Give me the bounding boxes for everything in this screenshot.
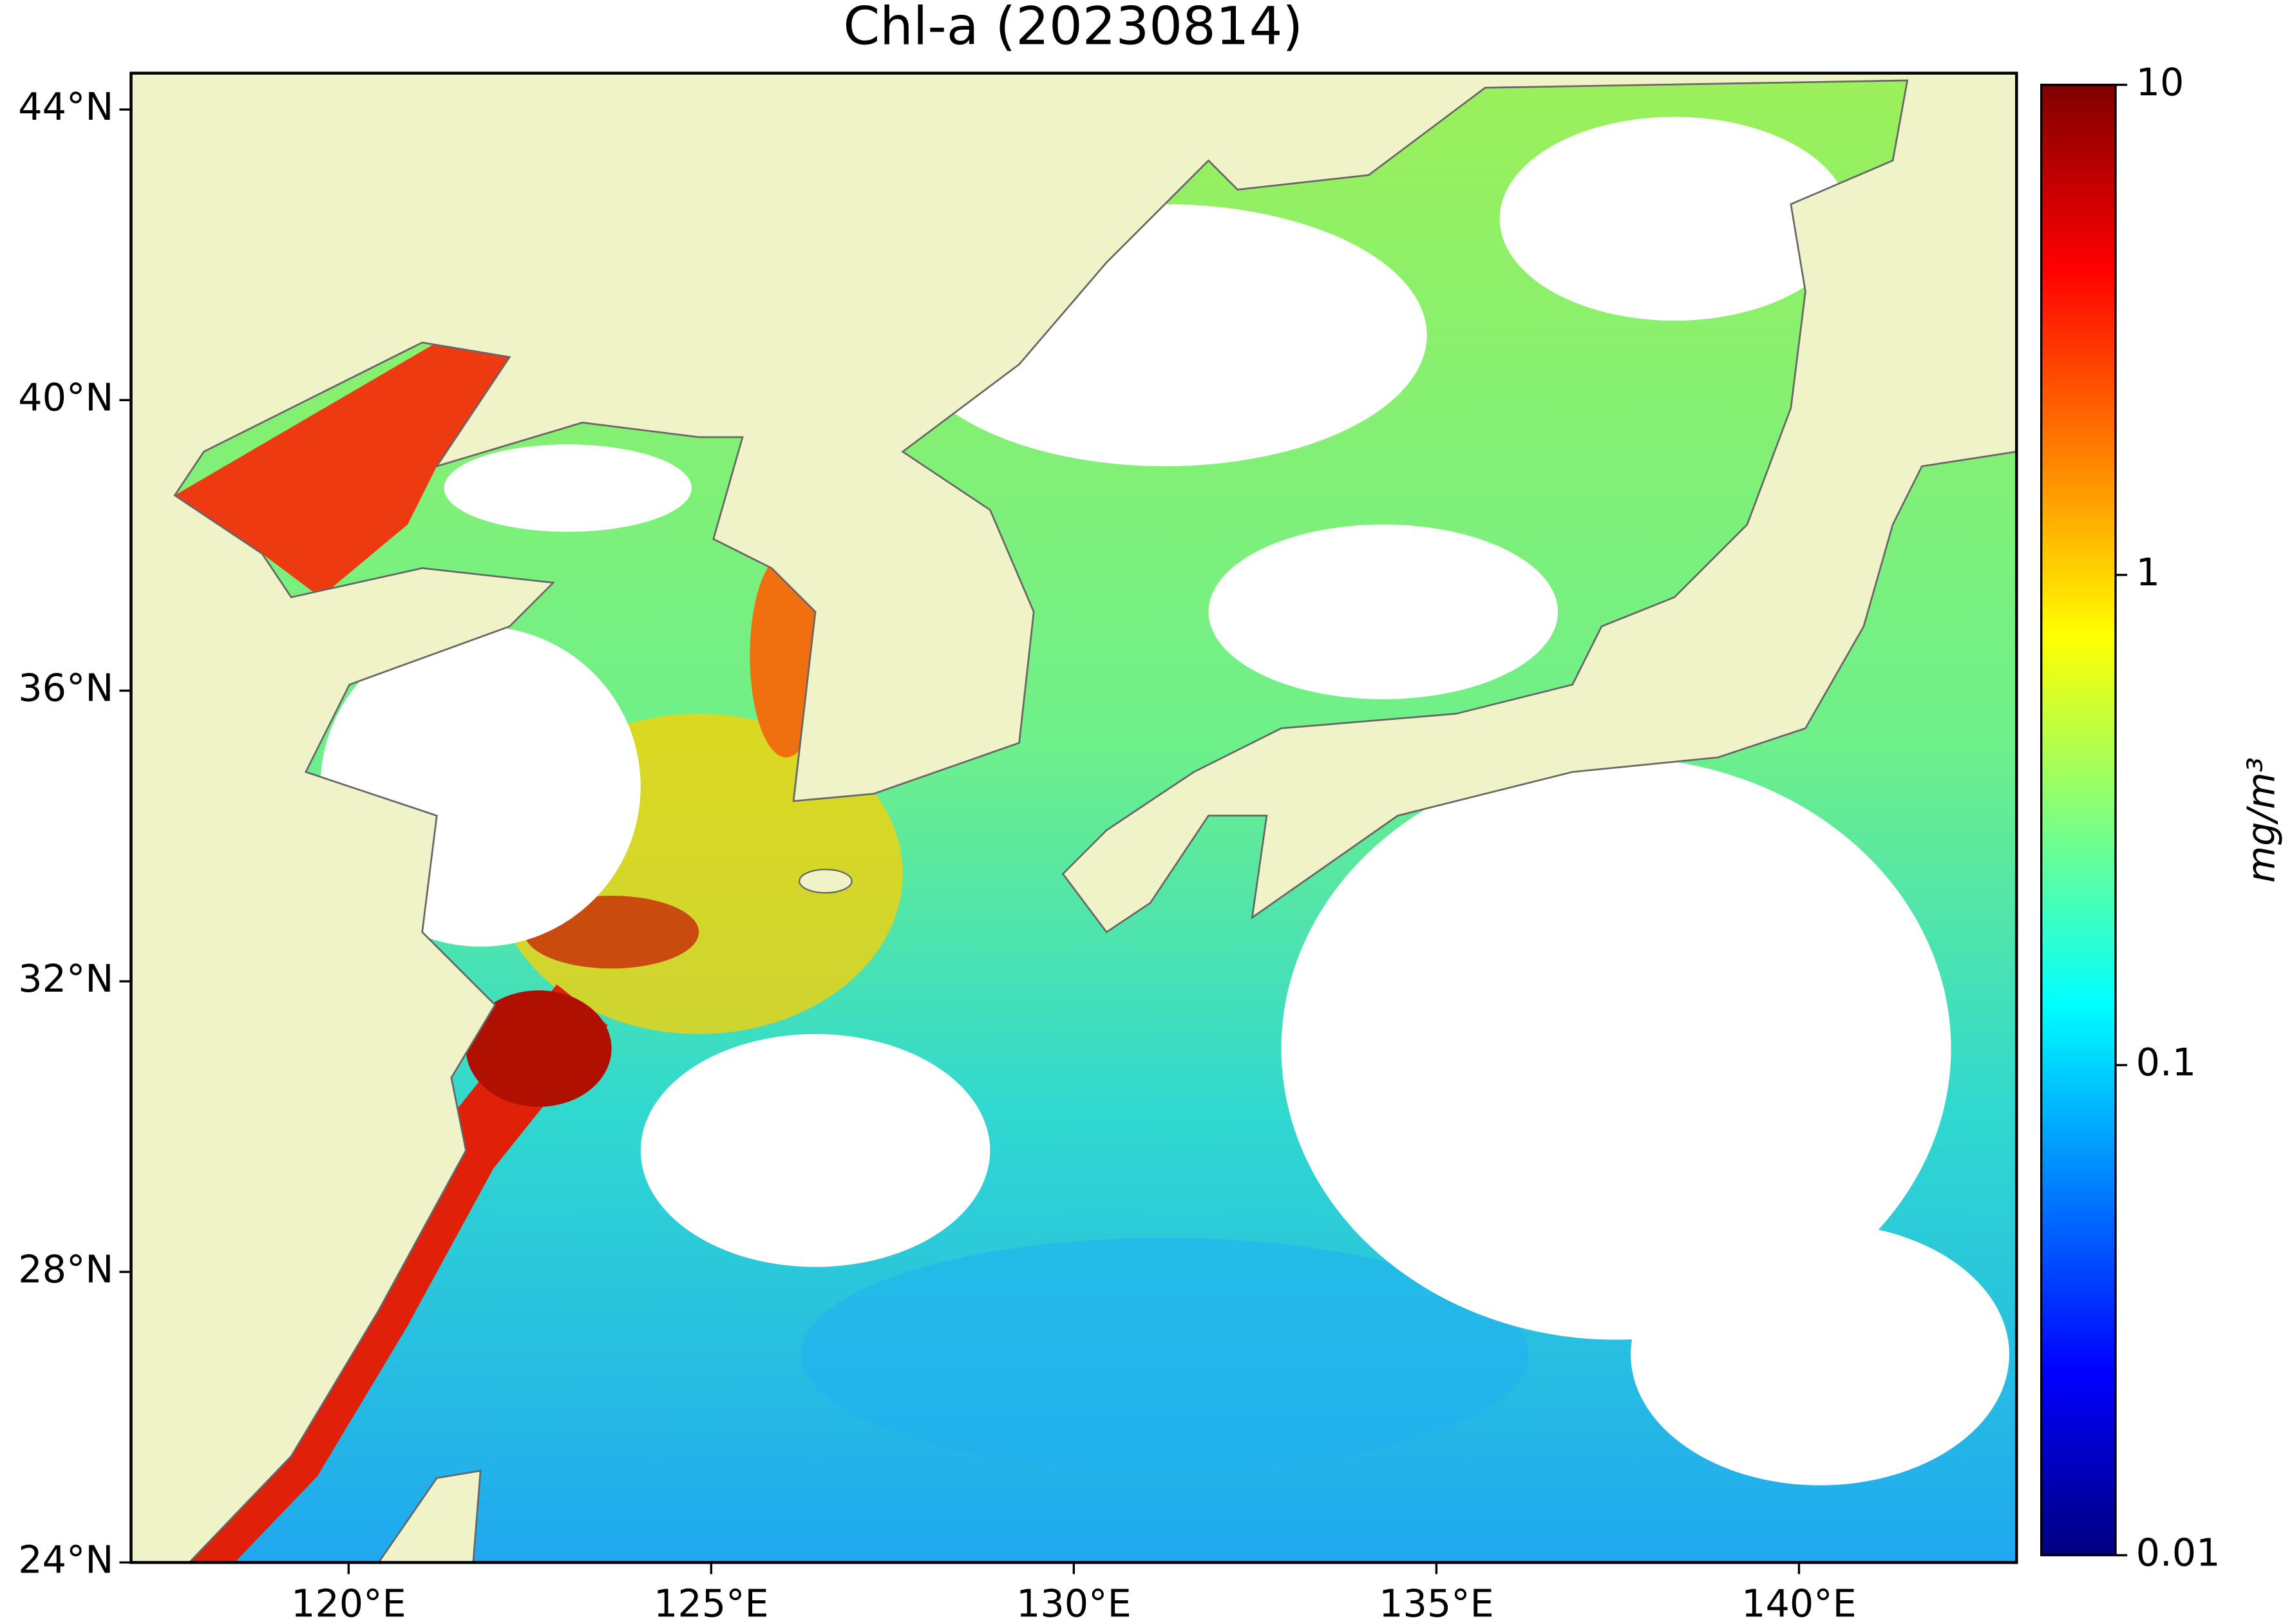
y-tick-label: 44°N <box>18 84 113 129</box>
y-tick-label: 32°N <box>18 956 113 1001</box>
colorbar-tick-label: 0.1 <box>2136 1040 2196 1084</box>
colorbar-tick-label: 10 <box>2136 60 2184 104</box>
title: Chl-a (20230814) <box>843 0 1303 57</box>
colorbar-label: mg/m³ <box>2239 757 2283 883</box>
colorbar <box>2040 84 2117 1556</box>
map <box>131 73 2017 1563</box>
y-tick-label: 40°N <box>18 375 113 419</box>
x-tick-label: 130°E <box>1016 1581 1132 1624</box>
colorbar-tick-label: 0.01 <box>2136 1530 2221 1574</box>
x-tick-label: 135°E <box>1379 1581 1494 1624</box>
y-tick-label: 36°N <box>18 666 113 710</box>
y-tick-label: 28°N <box>18 1247 113 1291</box>
x-tick-label: 120°E <box>291 1581 406 1624</box>
y-tick-label: 24°N <box>18 1538 113 1582</box>
x-tick-label: 125°E <box>654 1581 769 1624</box>
colorbar-tick-label: 1 <box>2136 550 2160 594</box>
x-tick-label: 140°E <box>1741 1581 1857 1624</box>
